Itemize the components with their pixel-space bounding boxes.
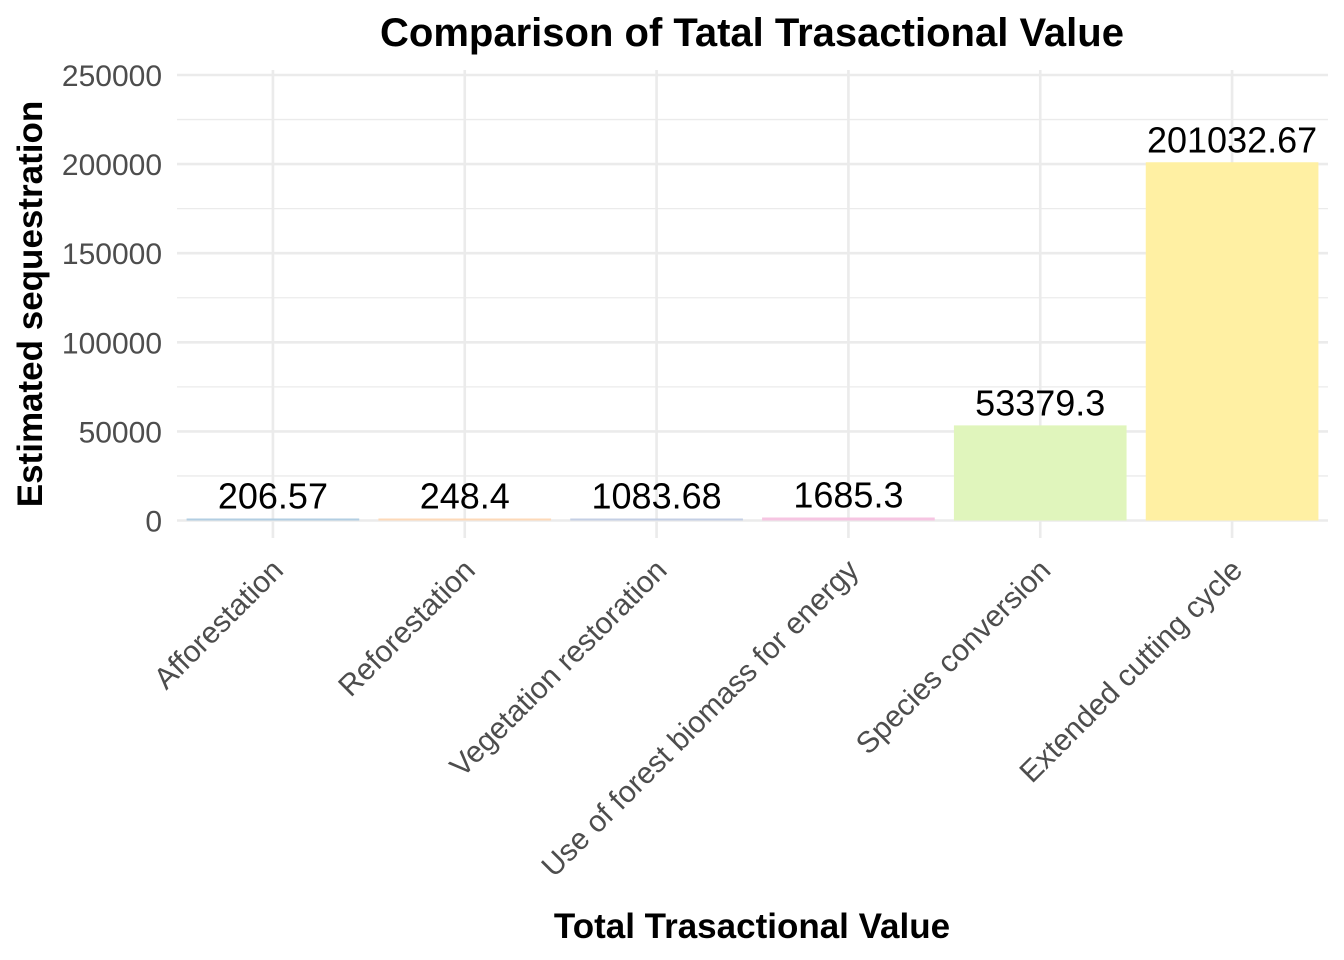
chart-title: Comparison of Tatal Trasactional Value	[380, 11, 1124, 55]
x-axis-title: Total Trasactional Value	[554, 907, 950, 946]
data-label: 53379.3	[975, 382, 1105, 423]
x-tick-label: Afforestation	[148, 554, 290, 696]
bar	[570, 518, 743, 521]
grid-lines	[177, 70, 1328, 538]
data-labels: 206.57 248.4 1083.68 1685.3 53379.3 201032.67	[218, 119, 1317, 516]
x-tick-label: Extended cutting cycle	[1013, 554, 1249, 790]
data-label: 1685.3	[793, 474, 903, 515]
x-tick-label: Species conversion	[850, 554, 1057, 761]
data-label: 248.4	[420, 476, 510, 517]
y-tick-label: 250000	[62, 60, 162, 93]
y-axis-tick-labels: 0 50000 100000 150000 200000 250000	[62, 60, 162, 539]
y-tick-label: 200000	[62, 149, 162, 182]
bar	[762, 517, 935, 521]
y-tick-label: 100000	[62, 327, 162, 360]
bar	[1145, 162, 1319, 521]
y-tick-label: 150000	[62, 238, 162, 271]
bars	[186, 162, 1319, 521]
data-label: 1083.68	[592, 476, 722, 517]
bar	[953, 425, 1127, 521]
x-tick-label: Reforestation	[332, 554, 482, 704]
x-tick-label: Use of forest biomass for energy	[535, 554, 865, 884]
y-tick-label: 50000	[79, 416, 162, 449]
data-label: 201032.67	[1147, 119, 1317, 160]
data-label: 206.57	[218, 476, 328, 517]
x-tick-label: Vegetation restoration	[444, 554, 674, 784]
y-axis-title: Estimated sequestration	[11, 101, 50, 508]
y-tick-label: 0	[145, 506, 162, 539]
bar	[378, 518, 552, 521]
bar	[186, 518, 360, 521]
